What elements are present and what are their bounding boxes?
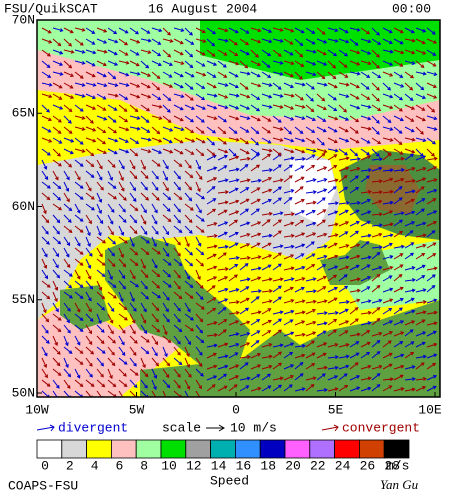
colorbar-label: 18 — [260, 458, 276, 473]
map — [36, 19, 441, 398]
lon-label: 5E — [328, 402, 344, 417]
lon-label: 0 — [232, 402, 240, 417]
colorbar-label: 4 — [91, 458, 99, 473]
lat-label: 60N — [12, 199, 35, 214]
land — [320, 240, 390, 285]
colorbar-cell — [284, 439, 311, 459]
colorbar-cell — [135, 439, 162, 459]
author: Yan Gu — [380, 477, 419, 492]
axes: 70N 65N 60N 55N 50N 10W 5W 0 5E 10E — [12, 12, 442, 417]
colorbar-cell — [334, 439, 360, 459]
colorbar-cell — [309, 439, 335, 459]
legend: divergent scale 10 m/s convergent — [36, 420, 420, 435]
map-frame — [36, 19, 441, 398]
title: FSU/QuikSCAT — [4, 1, 98, 16]
legend-arrow — [321, 424, 339, 432]
lat-label: 70N — [12, 12, 35, 27]
colorbar-label: 0 — [41, 458, 49, 473]
colorbar-cell — [210, 439, 236, 459]
legend-arrow — [36, 424, 55, 432]
colorbar-label: 14 — [211, 458, 227, 473]
colorbar-cell — [86, 439, 112, 459]
colorbar-cell — [383, 439, 410, 459]
date: 16 August 2004 — [148, 1, 257, 16]
org: COAPS-FSU — [8, 478, 78, 493]
divergent-arrows — [41, 27, 438, 397]
lat-label: 50N — [12, 385, 35, 400]
scale-arrow — [206, 424, 225, 432]
colorbar-cell — [160, 439, 187, 459]
region-band — [37, 50, 440, 150]
colorbar-label: 6 — [115, 458, 123, 473]
legend-scale: scale — [162, 420, 201, 435]
time: 00:00 — [392, 1, 431, 16]
colorbar: 0 2 4 6 8 10 12 14 16 18 20 22 24 26 28m/s — [36, 439, 410, 473]
lat-label: 65N — [12, 106, 35, 121]
colorbar-label: 12 — [186, 458, 202, 473]
colorbar-label: 26 — [360, 458, 376, 473]
colorbar-label: 20 — [285, 458, 301, 473]
colorbar-cell — [111, 439, 137, 459]
convergent-arrows — [41, 27, 438, 397]
lat-label: 55N — [12, 292, 35, 307]
colorbar-label: 10 — [161, 458, 177, 473]
colorbar-label: 22 — [310, 458, 326, 473]
colorbar-unit: m/s — [386, 458, 409, 473]
colorbar-cell — [358, 439, 385, 459]
colorbar-label: 28 — [384, 458, 400, 473]
colorbar-label: 24 — [335, 458, 351, 473]
colorbar-cell — [234, 439, 261, 459]
land — [105, 235, 250, 365]
colorbar-cell — [259, 439, 286, 459]
legend-convergent: convergent — [342, 420, 420, 435]
colorbar-label: 2 — [66, 458, 74, 473]
colorbar-cell — [185, 439, 212, 459]
lon-label: 10E — [418, 402, 442, 417]
colorbar-title: Speed — [210, 473, 249, 488]
legend-scale-value: 10 m/s — [230, 420, 277, 435]
legend-divergent: divergent — [58, 420, 128, 435]
lon-label: 10W — [25, 402, 49, 417]
land — [365, 165, 420, 215]
colorbar-label: 8 — [140, 458, 148, 473]
land — [60, 285, 110, 330]
colorbar-cell — [36, 439, 63, 459]
lon-label: 5W — [129, 402, 145, 417]
colorbar-label: 16 — [236, 458, 252, 473]
colorbar-cell — [61, 439, 87, 459]
